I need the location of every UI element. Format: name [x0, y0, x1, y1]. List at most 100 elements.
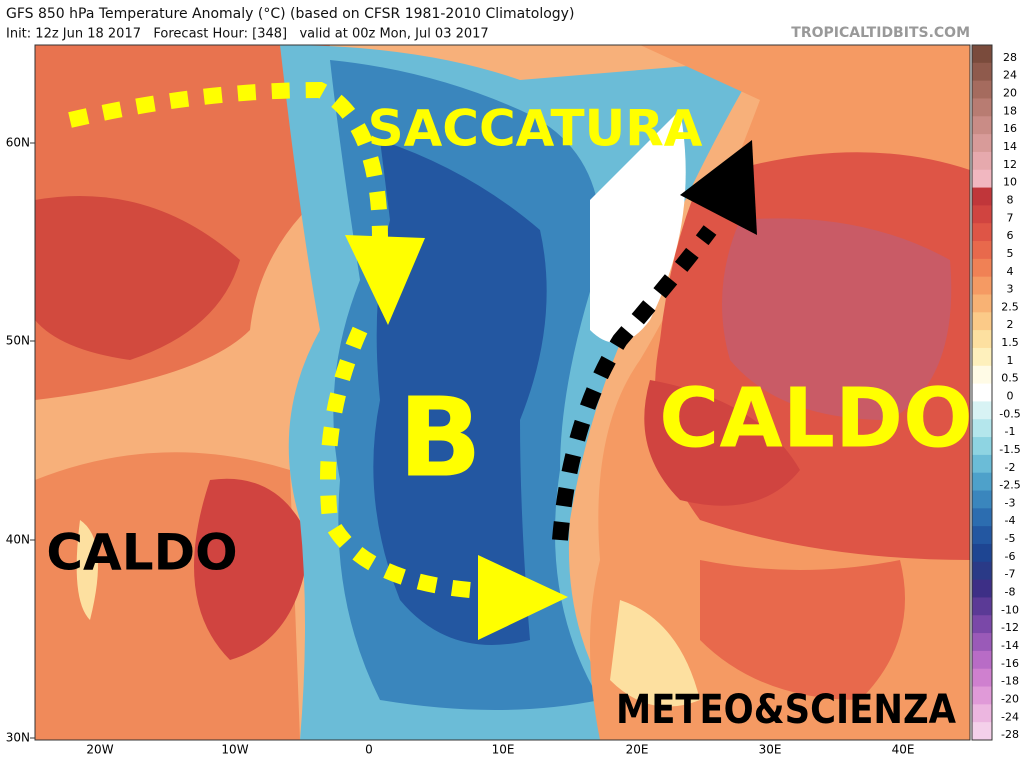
colorbar-swatch: [972, 686, 992, 705]
colorbar-label: -6: [1005, 550, 1016, 563]
colorbar-label: -1: [1005, 425, 1016, 438]
colorbar-swatch: [972, 650, 992, 670]
colorbar-swatch: [972, 258, 992, 278]
colorbar-swatch: [972, 205, 992, 224]
colorbar-label: -0.5: [999, 407, 1020, 420]
lon-label: 20E: [626, 743, 649, 757]
map-frame: [34, 44, 971, 741]
colorbar-label: -20: [1001, 692, 1019, 705]
colorbar-swatch: [972, 704, 992, 723]
colorbar-swatch: [972, 437, 992, 456]
colorbar-swatch: [972, 169, 992, 189]
colorbar-swatch: [972, 330, 992, 349]
colorbar-swatch: [972, 543, 992, 563]
colorbar-swatch: [972, 597, 992, 616]
colorbar-swatch: [972, 526, 992, 545]
colorbar-label: -14: [1001, 639, 1019, 652]
colorbar-swatch: [972, 579, 992, 598]
colorbar-swatch: [972, 454, 992, 474]
lat-label: 30N: [6, 731, 30, 745]
colorbar-label: 10: [1003, 176, 1017, 189]
colorbar-label: 0.5: [1001, 372, 1019, 385]
lon-label: 10E: [492, 743, 515, 757]
annotation: CALDO: [659, 371, 973, 466]
lon-label: 20W: [86, 743, 113, 757]
annotation: CALDO: [46, 524, 237, 582]
colorbar-label: 18: [1003, 104, 1017, 117]
colorbar-swatch: [972, 490, 992, 509]
lon-label: 10W: [221, 743, 248, 757]
colorbar-label: 20: [1003, 87, 1017, 100]
colorbar-swatch: [972, 347, 992, 367]
colorbar-label: 24: [1003, 69, 1017, 82]
colorbar-label: 8: [1007, 193, 1014, 206]
colorbar-swatch: [972, 294, 992, 313]
colorbar-swatch: [972, 365, 992, 385]
colorbar-swatch: [972, 241, 992, 260]
colorbar-swatch: [972, 223, 992, 242]
subtitle: Init: 12z Jun 18 2017 Forecast Hour: [34…: [6, 27, 489, 42]
colorbar-label: -3: [1005, 496, 1016, 509]
colorbar-swatch: [972, 62, 992, 82]
source: TROPICALTIDBITS.COM: [791, 25, 970, 41]
colorbar-swatch: [972, 401, 992, 420]
colorbar-swatch: [972, 151, 992, 171]
annotation: METEO&SCIENZA: [616, 687, 956, 733]
colorbar-label: -10: [1001, 603, 1019, 616]
lon-label: 0: [365, 743, 373, 757]
colorbar-label: 12: [1003, 158, 1017, 171]
colorbar-label: -7: [1005, 568, 1016, 581]
colorbar-label: 7: [1007, 211, 1014, 224]
lat-label: 40N: [6, 533, 30, 547]
colorbar-swatch: [972, 80, 992, 99]
colorbar-label: 4: [1007, 265, 1014, 278]
colorbar-swatch: [972, 668, 992, 688]
colorbar-label: -18: [1001, 675, 1019, 688]
colorbar-frame: [971, 44, 993, 741]
colorbar-swatch: [972, 98, 992, 117]
lon-label: 30E: [759, 743, 782, 757]
colorbar-swatch: [972, 276, 992, 295]
colorbar-label: -24: [1001, 710, 1019, 723]
colorbar-label: -8: [1005, 586, 1016, 599]
colorbar-label: -28: [1001, 728, 1019, 741]
annotation: B: [398, 373, 482, 501]
colorbar-swatch: [972, 134, 992, 153]
colorbar-label: 2.5: [1001, 300, 1019, 313]
colorbar-swatch: [972, 561, 992, 581]
lat-label: 60N: [6, 136, 30, 150]
colorbar-label: 6: [1007, 229, 1014, 242]
colorbar-label: 1.5: [1001, 336, 1019, 349]
colorbar-label: -5: [1005, 532, 1016, 545]
colorbar-swatch: [972, 722, 992, 741]
colorbar-swatch: [972, 633, 992, 652]
colorbar-swatch: [972, 45, 992, 64]
annotation: SACCATURA: [368, 100, 703, 158]
lon-label: 40E: [892, 743, 915, 757]
colorbar-label: 16: [1003, 122, 1017, 135]
colorbar-label: -1.5: [999, 443, 1020, 456]
colorbar-swatch: [972, 383, 992, 402]
colorbar-label: -12: [1001, 621, 1019, 634]
map: [35, 45, 970, 740]
colorbar-label: 1: [1007, 354, 1014, 367]
colorbar-swatch: [972, 419, 992, 438]
colorbar-swatch: [972, 116, 992, 135]
lat-label: 50N: [6, 334, 30, 348]
colorbar-label: 3: [1007, 283, 1014, 296]
colorbar-label: 5: [1007, 247, 1014, 260]
colorbar-label: -2.5: [999, 479, 1020, 492]
colorbar-label: 2: [1007, 318, 1014, 331]
colorbar-label: 28: [1003, 51, 1017, 64]
colorbar-swatch: [972, 312, 992, 331]
arrows: [68, 81, 757, 640]
colorbar-swatch: [972, 615, 992, 634]
colorbar-swatch: [972, 187, 992, 206]
colorbar-label: 14: [1003, 140, 1017, 153]
colorbar-label: 0: [1007, 390, 1014, 403]
colorbar-label: -2: [1005, 461, 1016, 474]
colorbar-swatch: [972, 472, 992, 492]
colorbar-label: -4: [1005, 514, 1016, 527]
title: GFS 850 hPa Temperature Anomaly (°C) (ba…: [6, 6, 574, 22]
